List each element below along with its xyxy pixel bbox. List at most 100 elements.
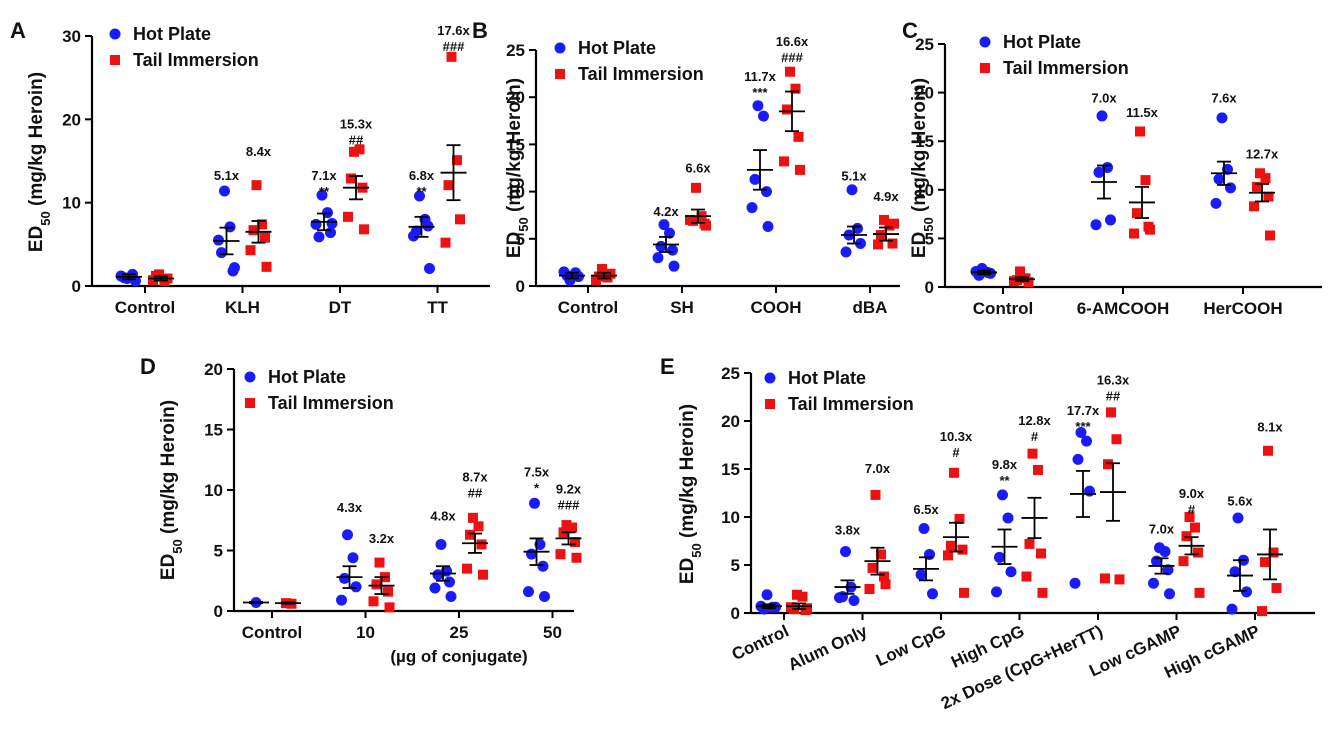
hot-plate-point — [350, 581, 362, 593]
tail-immersion-point — [954, 513, 965, 524]
tail-immersion-point — [476, 539, 487, 550]
tail-immersion-point — [349, 146, 359, 157]
tail-immersion-point — [148, 275, 158, 286]
hot-plate-point — [770, 601, 781, 613]
fold-change-annotation: 8.4x — [246, 144, 272, 159]
fold-change-annotation: 5.6x — [1227, 493, 1253, 508]
tail-immersion-point — [383, 586, 393, 597]
y-tick-label: 5 — [214, 542, 223, 561]
tail-immersion-point — [685, 214, 695, 225]
hot-plate-point — [529, 497, 540, 509]
hot-plate-point — [537, 560, 549, 572]
hot-plate-point — [927, 588, 938, 600]
panel-letter: B — [472, 18, 488, 43]
panel-C: C 0 5 10 15 20 25 ED50 (mg/kg Heroin) Control 6-A… — [902, 18, 1322, 318]
y-axis-label: ED50 (mg/kg Heroin) — [909, 78, 936, 258]
panel-D: D 0 5 10 15 20 ED50 (mg/kg Heroin) Control 10 25 5… — [140, 354, 582, 666]
hot-plate-point — [994, 551, 1005, 563]
category-label: Low CpG — [873, 621, 949, 670]
hot-plate-point — [655, 240, 667, 252]
hot-plate-point — [1213, 173, 1225, 185]
fold-change-annotation: 12.8x — [1018, 413, 1051, 428]
fold-change-annotation: # — [1031, 429, 1039, 444]
tail-immersion-point — [248, 225, 259, 236]
fold-change-annotation: 4.2x — [653, 204, 679, 219]
tail-immersion-point — [1271, 583, 1282, 594]
hot-plate-point — [652, 252, 664, 264]
hot-plate-point — [1216, 112, 1228, 124]
y-axis-label: ED50 (mg/kg Heroin) — [158, 400, 185, 580]
tail-immersion-point — [1194, 587, 1205, 598]
fold-change-annotation: ### — [443, 39, 465, 54]
tail-immersion-point — [1255, 168, 1265, 179]
tail-immersion-point — [1190, 522, 1200, 533]
fold-change-annotation: 17.7x — [1067, 403, 1100, 418]
fold-change-annotation: 15.3x — [340, 117, 373, 132]
hot-plate-point — [408, 230, 419, 242]
hot-plate-point — [424, 263, 435, 274]
tail-immersion-point — [1252, 181, 1262, 192]
hot-plate-point — [326, 218, 338, 229]
hot-plate-point — [1164, 588, 1175, 600]
tail-immersion-point — [946, 540, 956, 551]
hot-plate-point — [1232, 512, 1244, 524]
hot-plate-point — [1072, 453, 1084, 465]
y-tick-label: 0 — [731, 604, 740, 623]
hot-plate-point — [762, 221, 774, 233]
fold-change-annotation: 7.5x — [524, 465, 550, 480]
tail-immersion-point — [864, 584, 875, 594]
fold-change-annotation: 7.0x — [865, 461, 891, 476]
tail-immersion-point — [1135, 126, 1145, 137]
y-tick-label: 5 — [731, 556, 740, 575]
tail-immersion-point — [1263, 445, 1273, 456]
tail-immersion-point — [701, 220, 711, 231]
hot-plate-point — [834, 592, 845, 604]
hot-plate-point — [1081, 435, 1092, 447]
panel-E: E 0 5 10 15 20 25 ED50 (mg/kg Heroin) ControlAlu… — [660, 354, 1315, 713]
category-label: 25 — [450, 623, 469, 642]
fold-change-annotation: 5.1x — [841, 168, 867, 183]
y-tick-label: 10 — [62, 194, 81, 213]
tail-immersion-point — [1263, 191, 1274, 202]
tail-immersion-point — [1184, 512, 1195, 522]
tail-immersion-point — [354, 144, 365, 155]
tail-immersion-point — [1024, 538, 1035, 549]
hot-plate-point — [435, 538, 447, 550]
tail-immersion-point — [1129, 228, 1139, 239]
tail-immersion-point — [567, 522, 577, 533]
y-tick-label: 15 — [204, 421, 223, 440]
hot-plate-point — [848, 595, 860, 607]
legend-label: Tail Immersion — [133, 50, 259, 70]
hot-plate-point — [523, 586, 534, 598]
fold-change-annotation: *** — [752, 85, 768, 100]
legend-marker-tail-immersion — [555, 69, 565, 79]
category-label: TT — [427, 298, 448, 317]
hot-plate-point — [840, 246, 852, 258]
y-tick-label: 15 — [915, 132, 934, 151]
tail-immersion-point — [1140, 175, 1151, 186]
legend-marker-tail-immersion — [110, 55, 120, 65]
legend-marker-tail-immersion — [765, 399, 775, 409]
legend-label: Hot Plate — [133, 24, 211, 44]
tail-immersion-point — [782, 104, 792, 115]
y-tick-label: 25 — [506, 41, 525, 60]
fold-change-annotation: # — [1188, 502, 1196, 517]
tail-immersion-point — [879, 571, 889, 582]
legend-label: Hot Plate — [788, 368, 866, 388]
hot-plate-point — [1075, 427, 1087, 439]
category-label: 10 — [356, 623, 375, 642]
tail-immersion-point — [468, 512, 478, 523]
tail-immersion-point — [1178, 556, 1189, 567]
hot-plate-point — [1241, 586, 1252, 598]
hot-plate-point — [558, 266, 570, 278]
y-axis-label: ED50 (mg/kg Heroin) — [504, 78, 531, 258]
hot-plate-point — [1210, 197, 1222, 209]
y-tick-label: 20 — [915, 84, 934, 103]
hot-plate-point — [915, 569, 927, 581]
fold-change-annotation: ** — [416, 184, 427, 199]
hot-plate-point — [1148, 577, 1159, 589]
fold-change-annotation: * — [534, 481, 540, 496]
fold-change-annotation: ### — [558, 498, 580, 513]
fold-change-annotation: 11.5x — [1126, 105, 1159, 120]
y-tick-label: 25 — [915, 35, 934, 54]
